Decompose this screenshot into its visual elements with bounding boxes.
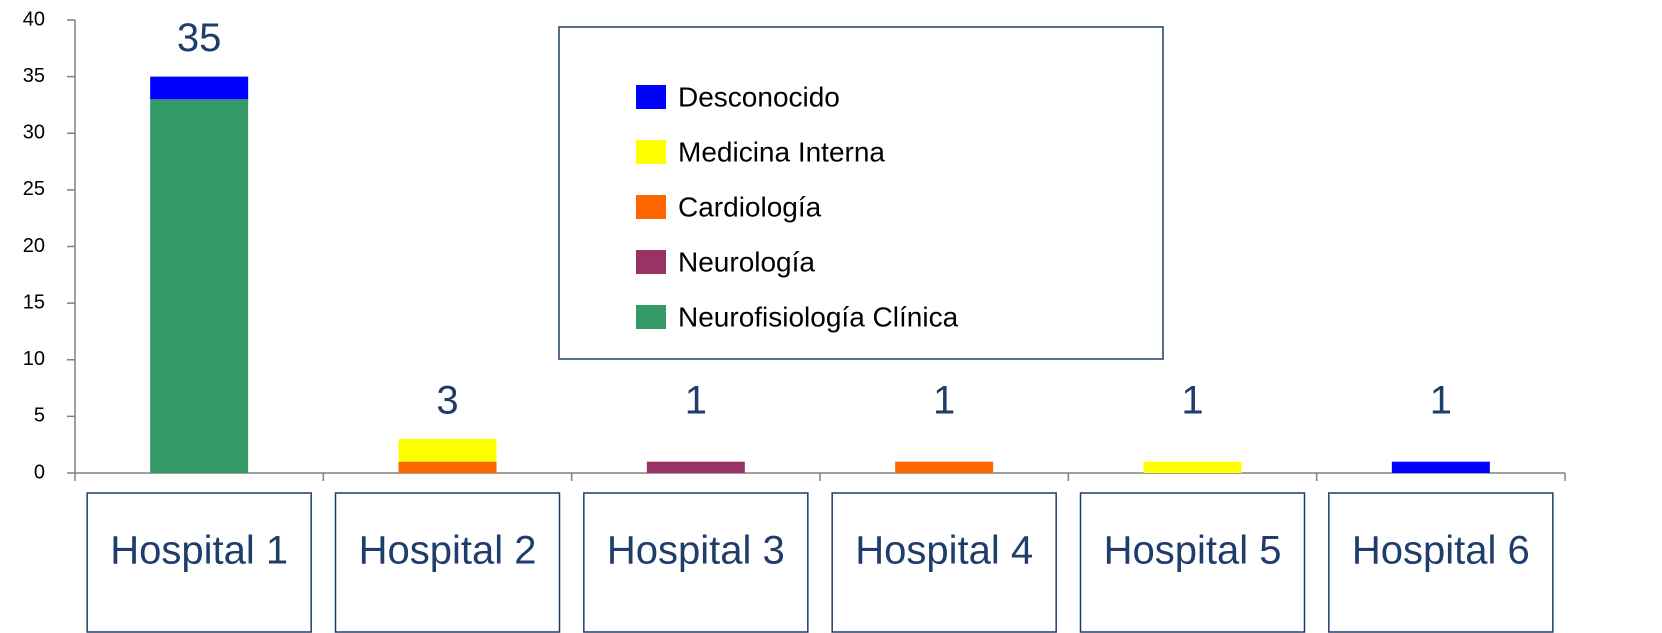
bar-segment — [1143, 461, 1242, 473]
bar-segment — [150, 99, 249, 474]
legend-swatch — [636, 195, 666, 219]
bar-segment — [646, 461, 745, 473]
total-label: 35 — [177, 16, 222, 60]
bar-segment — [150, 76, 249, 100]
category-box — [86, 492, 312, 633]
x-tick-label: Hospital 5 — [1104, 529, 1282, 573]
x-tick-label: Hospital 1 — [110, 529, 288, 573]
y-tick-label: 5 — [34, 405, 45, 427]
bar-segment — [1391, 461, 1490, 473]
legend-swatch — [636, 305, 666, 329]
x-tick-label: Hospital 6 — [1352, 529, 1530, 573]
y-tick-label: 30 — [23, 122, 45, 144]
y-tick-label: 0 — [34, 461, 45, 483]
y-tick-label: 35 — [23, 65, 45, 87]
x-tick-label: Hospital 2 — [359, 529, 537, 573]
legend-swatch — [636, 250, 666, 274]
category-box — [1079, 492, 1306, 633]
category-box — [831, 492, 1057, 633]
legend-label: Medicina Interna — [678, 136, 885, 167]
legend-swatch — [636, 140, 666, 164]
bar-segment — [398, 461, 497, 473]
legend-label: Desconocido — [678, 81, 840, 112]
category-box — [1328, 492, 1554, 633]
total-label: 1 — [685, 379, 707, 423]
y-tick-label: 15 — [23, 291, 45, 313]
y-tick-label: 10 — [23, 348, 45, 370]
legend-label: Neurología — [678, 246, 815, 277]
y-tick-label: 40 — [23, 8, 45, 30]
y-tick-label: 25 — [23, 178, 45, 200]
total-label: 1 — [1430, 379, 1452, 423]
total-label: 1 — [1181, 379, 1203, 423]
x-tick-label: Hospital 4 — [855, 529, 1033, 573]
category-box — [334, 492, 561, 633]
total-label: 1 — [933, 379, 955, 423]
y-tick-label: 20 — [23, 235, 45, 257]
legend-swatch — [636, 85, 666, 109]
legend-label: Cardiología — [678, 191, 822, 222]
category-box — [583, 492, 809, 633]
legend-label: Neurofisiología Clínica — [678, 301, 959, 332]
bar-segment — [895, 461, 994, 473]
total-label: 3 — [436, 379, 458, 423]
x-tick-label: Hospital 3 — [607, 529, 785, 573]
legend-box — [558, 26, 1164, 360]
bar-segment — [398, 439, 497, 462]
